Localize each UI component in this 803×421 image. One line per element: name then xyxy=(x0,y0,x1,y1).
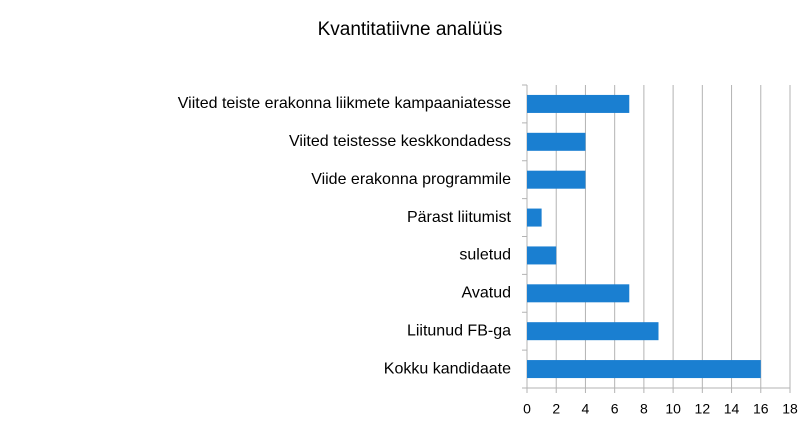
x-tick-label: 8 xyxy=(640,401,648,417)
bar xyxy=(527,322,659,341)
bar xyxy=(527,284,630,303)
y-tick-label: Viited teistesse keskkondadess xyxy=(289,133,511,150)
bar xyxy=(527,208,542,227)
x-tick-label: 18 xyxy=(782,401,798,417)
bar xyxy=(527,94,630,113)
y-tick-label: Viide erakonna programmile xyxy=(311,171,511,188)
y-tick-label: Avatud xyxy=(461,285,511,302)
x-tick-label: 16 xyxy=(753,401,769,417)
bar xyxy=(527,132,586,151)
y-tick-label: Pärast liitumist xyxy=(407,209,512,226)
x-tick-label: 12 xyxy=(695,401,711,417)
y-tick-label: Viited teiste erakonna liikmete kampaani… xyxy=(178,95,511,112)
chart-title: Kvantitatiivne analüüs xyxy=(318,19,503,40)
bar xyxy=(527,246,557,265)
y-tick-label: suletud xyxy=(459,247,511,264)
y-tick-label: Liitunud FB-ga xyxy=(407,322,511,339)
bar xyxy=(527,170,586,189)
x-tick-label: 0 xyxy=(523,401,531,417)
x-tick-label: 6 xyxy=(611,401,619,417)
bar xyxy=(527,360,761,379)
x-tick-label: 10 xyxy=(665,401,681,417)
x-tick-label: 14 xyxy=(724,401,740,417)
y-tick-label: Kokku kandidaate xyxy=(384,360,511,377)
x-tick-label: 4 xyxy=(582,401,590,417)
x-tick-label: 2 xyxy=(552,401,560,417)
